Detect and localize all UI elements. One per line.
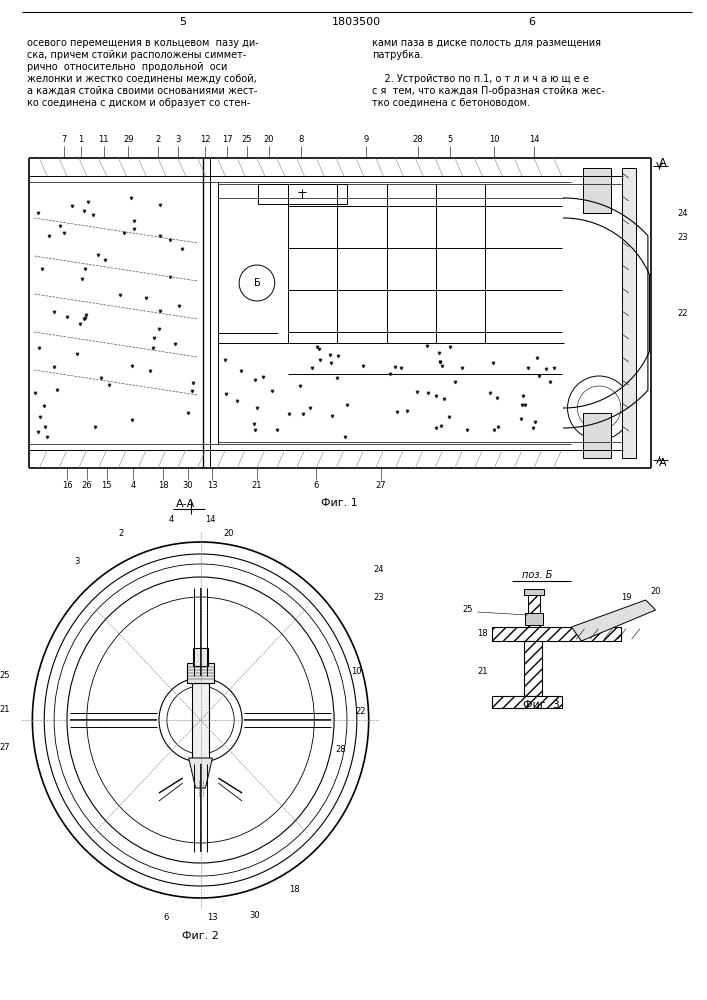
Text: ска, причем стойки расположены симмет-: ска, причем стойки расположены симмет- [28,50,247,60]
Text: ками паза в диске полость для размещения: ками паза в диске полость для размещения [372,38,601,48]
Text: 17: 17 [222,135,233,144]
Bar [583,168,611,213]
Text: A: A [659,158,666,168]
Text: 18: 18 [477,630,487,639]
Text: 4: 4 [131,482,136,490]
Text: 5: 5 [448,135,452,144]
Text: 22: 22 [356,708,366,716]
Text: 10: 10 [489,135,500,144]
Text: 29: 29 [123,135,134,144]
Bar [492,696,561,708]
Bar [583,413,611,458]
Text: с я  тем, что каждая П-образная стойка жес-: с я тем, что каждая П-образная стойка же… [372,86,604,96]
Text: 25: 25 [242,135,252,144]
Bar [525,613,543,625]
Text: 2: 2 [119,530,124,538]
Text: 3: 3 [74,558,80,566]
Text: 20: 20 [223,530,233,538]
Bar [528,593,540,630]
Text: A: A [659,458,666,468]
Text: 18: 18 [289,886,300,894]
Text: 16: 16 [62,482,72,490]
Text: 2. Устройство по п.1, о т л и ч а ю щ е е: 2. Устройство по п.1, о т л и ч а ю щ е … [372,74,589,84]
Text: Б: Б [254,278,260,288]
Text: рично  относительно  продольной  оси: рично относительно продольной оси [28,62,228,72]
Polygon shape [571,600,655,641]
Text: Фиг. 2: Фиг. 2 [182,931,219,941]
Text: осевого перемещения в кольцевом  пазу ди-: осевого перемещения в кольцевом пазу ди- [28,38,259,48]
Text: 25: 25 [0,670,10,680]
Text: желонки и жестко соединены между собой,: желонки и жестко соединены между собой, [28,74,257,84]
Text: Фиг. 3: Фиг. 3 [523,700,560,710]
Text: 20: 20 [650,587,661,596]
Bar [192,683,209,758]
Text: 1803500: 1803500 [332,17,381,27]
Text: 30: 30 [250,912,260,920]
Text: 8: 8 [299,135,304,144]
Text: 23: 23 [677,233,688,242]
Text: 27: 27 [0,744,10,752]
Polygon shape [189,758,212,788]
Text: 3: 3 [175,135,180,144]
Bar [492,627,621,641]
Text: А-А: А-А [176,499,195,509]
Text: 6: 6 [163,914,168,922]
Text: 10: 10 [351,668,362,676]
Text: тко соединена с бетоноводом.: тко соединена с бетоноводом. [372,98,530,108]
Text: 1: 1 [78,135,83,144]
Bar [192,648,209,666]
Text: 30: 30 [182,482,193,490]
Text: 11: 11 [98,135,109,144]
Text: 9: 9 [363,135,368,144]
Text: 13: 13 [207,482,218,490]
Text: 4: 4 [168,516,173,524]
Text: 28: 28 [413,135,423,144]
Text: ко соединена с диском и образует со стен-: ко соединена с диском и образует со стен… [28,98,251,108]
Bar [622,168,636,458]
Bar [524,589,544,595]
Text: а каждая стойка своими основаниями жест-: а каждая стойка своими основаниями жест- [28,86,258,96]
Text: 28: 28 [336,746,346,754]
Bar [524,641,542,696]
Text: 7: 7 [62,135,66,144]
Text: 14: 14 [529,135,539,144]
Text: 2: 2 [156,135,160,144]
Text: 21: 21 [477,666,487,676]
Text: 6: 6 [314,482,319,490]
Text: 13: 13 [207,914,218,922]
Text: 12: 12 [200,135,211,144]
Text: 27: 27 [375,482,386,490]
Text: 21: 21 [252,482,262,490]
Text: 15: 15 [101,482,112,490]
Bar [187,663,214,683]
Text: патрубка.: патрубка. [372,50,423,60]
Text: 24: 24 [373,566,384,574]
Text: 6: 6 [528,17,535,27]
Text: 5: 5 [180,17,186,27]
Text: 18: 18 [158,482,168,490]
Text: 23: 23 [373,592,384,601]
Text: 14: 14 [205,516,216,524]
Text: 19: 19 [621,592,631,601]
Bar [258,184,347,204]
Text: поз. Б: поз. Б [522,570,552,580]
Text: Фиг. 1: Фиг. 1 [321,498,358,508]
Text: 25: 25 [462,605,473,614]
Text: 22: 22 [677,308,687,318]
Text: 26: 26 [81,482,92,490]
Text: 24: 24 [677,209,687,218]
Text: 20: 20 [264,135,274,144]
Text: 21: 21 [0,706,10,714]
